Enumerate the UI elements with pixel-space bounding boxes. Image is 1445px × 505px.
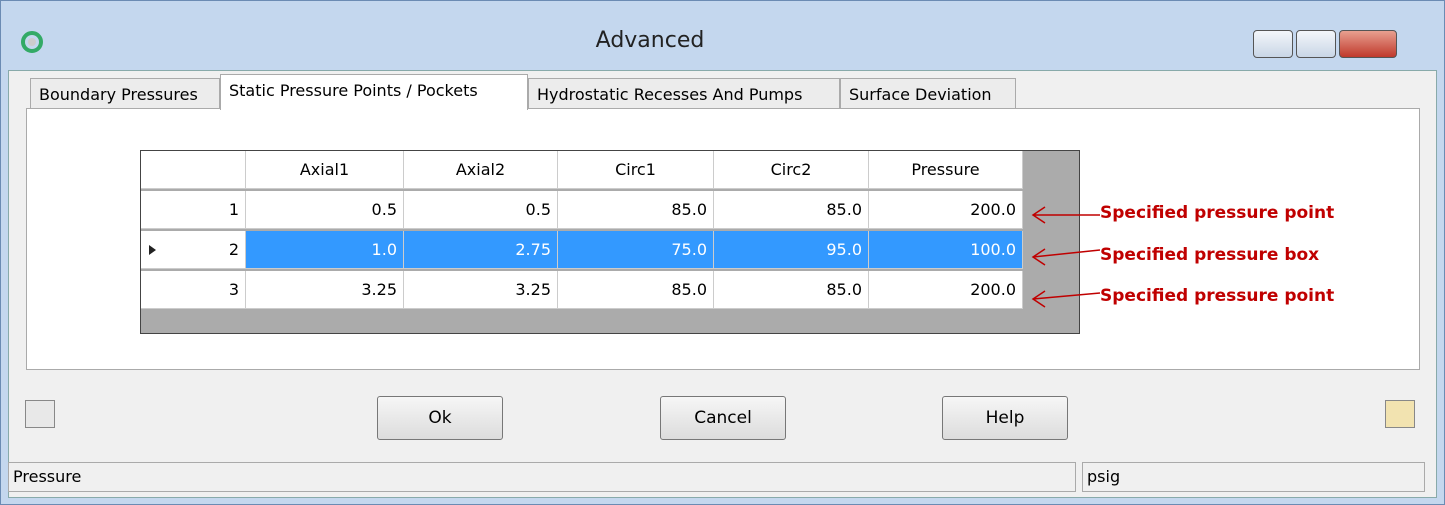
grid-cell[interactable]: 200.0 (869, 191, 1023, 229)
annotation: Specified pressure box (1100, 245, 1320, 265)
grid-cell[interactable]: 85.0 (714, 271, 869, 309)
grid-cell[interactable]: 75.0 (558, 231, 714, 269)
grid-cell[interactable]: 95.0 (714, 231, 869, 269)
grid-cell[interactable]: 85.0 (558, 271, 714, 309)
row-header[interactable]: 3 (141, 271, 246, 309)
status-unit: psig (1082, 462, 1425, 492)
pin-button[interactable] (25, 400, 55, 428)
window-title: Advanced (595, 28, 705, 53)
grid-cell[interactable]: 0.5 (246, 191, 404, 229)
row-header[interactable]: 2 (141, 231, 246, 269)
grid-cell[interactable]: 200.0 (869, 271, 1023, 309)
maximize-button[interactable] (1296, 30, 1336, 58)
grid-cell[interactable]: 3.25 (246, 271, 404, 309)
grid-cell[interactable]: 85.0 (558, 191, 714, 229)
column-header: Axial2 (404, 151, 558, 189)
column-header: Circ2 (714, 151, 869, 189)
grid-cell[interactable]: 1.0 (246, 231, 404, 269)
help-button[interactable]: Help (942, 396, 1068, 440)
cancel-button[interactable]: Cancel (660, 396, 786, 440)
annotation: Specified pressure point (1100, 286, 1335, 306)
tab[interactable]: Surface Deviation (840, 78, 1016, 109)
row-header-corner (141, 151, 246, 189)
ok-button[interactable]: Ok (377, 396, 503, 440)
tab[interactable]: Hydrostatic Recesses And Pumps (528, 78, 840, 109)
grid-cell[interactable]: 3.25 (404, 271, 558, 309)
annotation: Specified pressure point (1100, 203, 1335, 223)
column-header: Circ1 (558, 151, 714, 189)
minimize-button[interactable] (1253, 30, 1293, 58)
grid-cell[interactable]: 0.5 (404, 191, 558, 229)
row-indicator (149, 245, 156, 255)
clipboard-button[interactable] (1385, 400, 1415, 428)
grid-cell[interactable]: 100.0 (869, 231, 1023, 269)
column-header: Pressure (869, 151, 1023, 189)
close-button[interactable] (1339, 30, 1397, 58)
row-header[interactable]: 1 (141, 191, 246, 229)
app-icon (21, 31, 43, 53)
status-field: Pressure (8, 462, 1076, 492)
tab[interactable]: Boundary Pressures (30, 78, 220, 109)
grid-cell[interactable]: 2.75 (404, 231, 558, 269)
tab-active[interactable]: Static Pressure Points / Pockets (220, 74, 528, 110)
grid-cell[interactable]: 85.0 (714, 191, 869, 229)
annotation-arrows (1031, 206, 1101, 308)
data-grid: Axial1 Axial2 Circ1 Circ2 Pressure 1 0.5 0.5 85.… (140, 150, 1080, 334)
column-header: Axial1 (246, 151, 404, 189)
